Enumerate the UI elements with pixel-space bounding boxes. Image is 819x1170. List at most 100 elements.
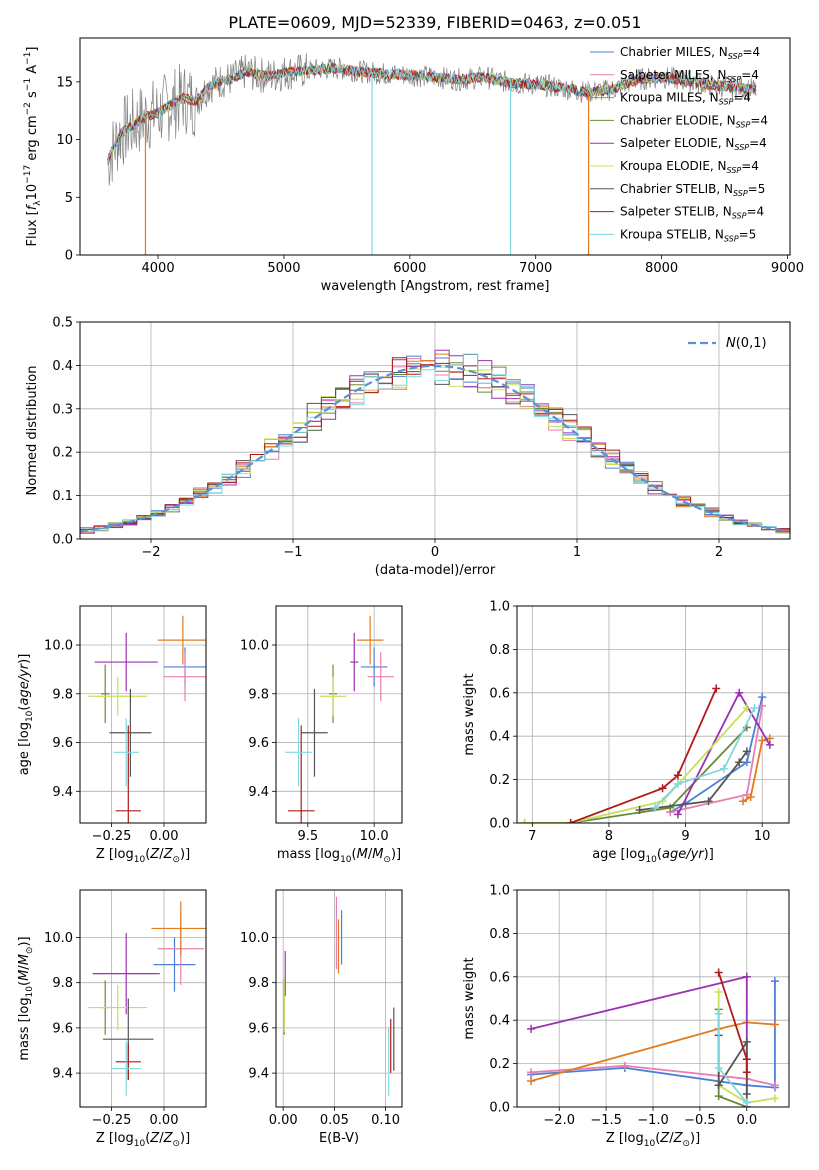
age-mass-ytick-label: 9.8 bbox=[248, 687, 269, 702]
weight-series-line bbox=[531, 1064, 776, 1087]
age-Z-xlabel: Z [log10(Z/Z⊙)] bbox=[96, 847, 190, 865]
legend-label: Chabrier STELIB, NSSP=5 bbox=[620, 182, 765, 198]
residuals-plot-area bbox=[80, 349, 790, 539]
weight-age-ytick-label: 0.2 bbox=[489, 773, 510, 788]
residuals-xtick-label: −2 bbox=[141, 545, 160, 560]
weight-series-line bbox=[530, 975, 748, 1107]
error-bar-point bbox=[115, 725, 141, 823]
legend-label: Salpeter ELODIE, NSSP=4 bbox=[620, 136, 767, 152]
mass-Z-ylabel: mass [log10(M/M⊙)] bbox=[17, 936, 35, 1060]
error-bar-point bbox=[88, 676, 148, 716]
age-mass-xtick-label: 9.5 bbox=[297, 829, 318, 844]
normal-reference-curve bbox=[80, 364, 788, 533]
weight-point-marker bbox=[746, 792, 755, 801]
age-Z-plot-area bbox=[88, 615, 206, 823]
weight-point-marker bbox=[770, 1094, 779, 1103]
spectrum-xtick-label: 7000 bbox=[519, 261, 552, 276]
age-mass-xlabel: mass [log10(M/M⊙)] bbox=[277, 847, 401, 865]
spectrum-legend: Chabrier MILES, NSSP=4 Salpeter MILES, NS… bbox=[590, 45, 768, 243]
weight-age-xtick-label: 7 bbox=[528, 829, 536, 844]
spectrum-ytick-label: 10 bbox=[56, 133, 73, 148]
error-bar-point bbox=[88, 984, 148, 1031]
mass-Z-xlabel: Z [log10(Z/Z⊙)] bbox=[96, 1131, 190, 1149]
weight-point-marker bbox=[650, 803, 659, 812]
residuals-xlabel: (data-model)/error bbox=[375, 563, 496, 578]
error-bar-point bbox=[157, 615, 206, 665]
residuals-xtick-label: 1 bbox=[573, 545, 581, 560]
weight-age-xlabel: age [log10(age/yr)] bbox=[592, 847, 714, 865]
weight-Z-xtick-label: −0.5 bbox=[684, 1113, 716, 1128]
weight-point-marker bbox=[742, 747, 751, 756]
weight-point-marker bbox=[739, 797, 748, 806]
legend-label: Salpeter STELIB, NSSP=4 bbox=[620, 205, 764, 221]
weight-Z-xtick-label: 0.0 bbox=[736, 1113, 757, 1128]
error-bar-point bbox=[164, 652, 206, 702]
weight-point-marker bbox=[750, 703, 759, 712]
weight-point-marker bbox=[714, 987, 723, 996]
mass-Z-ytick-label: 10.0 bbox=[44, 931, 73, 946]
weight-series-line bbox=[639, 750, 748, 811]
age-mass-ytick-label: 9.6 bbox=[248, 736, 269, 751]
error-bar-point bbox=[94, 632, 158, 692]
weight-Z-ytick-label: 0.4 bbox=[489, 1014, 510, 1029]
plots: 4000 5000 6000 7000 8000 9000051015wavelength… bbox=[17, 37, 804, 1149]
age-mass-panel: 9.5 10.0 9.4 9.6 9.8 10.0 mass [log10(M/M⊙)] bbox=[240, 605, 403, 865]
weight-point-marker bbox=[735, 758, 744, 767]
spectrum-xtick-label: 6000 bbox=[393, 261, 426, 276]
age-Z-ylabel: age [log10(age/yr)] bbox=[17, 654, 35, 776]
error-bar-point bbox=[319, 676, 347, 716]
weight-series-line bbox=[677, 690, 771, 815]
weight-age-plot-area bbox=[520, 684, 774, 823]
weight-Z-ytick-label: 0.0 bbox=[489, 1101, 510, 1116]
residuals-xtick-label: 0 bbox=[431, 545, 439, 560]
weight-series-line bbox=[654, 707, 756, 809]
weight-age-xtick-label: 9 bbox=[681, 829, 689, 844]
spectrum-xtick-label: 8000 bbox=[645, 261, 678, 276]
mass-Z-xtick-label: −0.25 bbox=[92, 1113, 132, 1128]
age-mass-ytick-label: 9.4 bbox=[248, 785, 269, 800]
weight-Z-panel: −2.0 −1.5 −1.0 −0.5 0.0 0.0 0.2 0.4 0.6 0.8 1.0 Z [… bbox=[462, 884, 790, 1149]
residuals-ytick-label: 0.4 bbox=[52, 359, 73, 374]
legend-label: Chabrier ELODIE, NSSP=4 bbox=[620, 113, 768, 129]
legend-label: Kroupa STELIB, NSSP=5 bbox=[620, 227, 756, 243]
legend-label: Kroupa MILES, NSSP=4 bbox=[620, 91, 751, 107]
weight-Z-xtick-label: −1.5 bbox=[590, 1113, 622, 1128]
residuals-ytick-label: 0.0 bbox=[52, 533, 73, 548]
spectrum-xlabel: wavelength [Angstrom, rest frame] bbox=[321, 279, 550, 294]
weight-point-marker bbox=[742, 1055, 751, 1064]
error-bar-point bbox=[101, 664, 110, 724]
weight-age-frame bbox=[516, 605, 790, 824]
spectrum-frame bbox=[79, 37, 791, 256]
weight-Z-ylabel: mass weight bbox=[462, 957, 477, 1039]
weight-point-marker bbox=[714, 1009, 723, 1018]
weight-point-marker bbox=[742, 1068, 751, 1077]
weight-Z-xtick-label: −1.0 bbox=[637, 1113, 669, 1128]
mass-Z-ytick-label: 9.4 bbox=[52, 1067, 73, 1082]
residual-histogram bbox=[80, 353, 790, 539]
weight-Z-ytick-label: 0.2 bbox=[489, 1057, 510, 1072]
weight-series-line bbox=[530, 1021, 775, 1082]
weight-point-marker bbox=[673, 771, 682, 780]
mass-Z-xtick-label: 0.00 bbox=[150, 1113, 179, 1128]
spectrum-plot-area bbox=[107, 53, 757, 255]
error-bar-point bbox=[356, 615, 384, 665]
mass-Z-plot-area bbox=[88, 901, 206, 1096]
residuals-ytick-label: 0.1 bbox=[52, 489, 73, 504]
age-Z-ytick-label: 9.6 bbox=[52, 736, 73, 751]
mass-EBV-panel: 0.00 0.05 0.10 9.4 9.6 9.8 10.0 E(B-V) bbox=[240, 889, 403, 1146]
weight-Z-frame bbox=[516, 889, 790, 1108]
error-bar-point bbox=[285, 718, 312, 787]
mass-EBV-ytick-label: 9.8 bbox=[248, 976, 269, 991]
weight-age-ytick-label: 0.0 bbox=[489, 817, 510, 832]
age-Z-xtick-label: −0.25 bbox=[92, 829, 132, 844]
weight-age-xtick-label: 10 bbox=[754, 829, 771, 844]
weight-point-marker bbox=[758, 693, 767, 702]
residuals-xtick-label: 2 bbox=[715, 545, 723, 560]
weight-point-marker bbox=[770, 977, 779, 986]
residuals-frame bbox=[79, 321, 791, 540]
spectrum-ytick-label: 5 bbox=[65, 191, 73, 206]
spectrum-panel: 4000 5000 6000 7000 8000 9000 0 5 10 15 wavelength… bbox=[23, 37, 804, 294]
weight-point-marker bbox=[742, 1089, 751, 1098]
mass-EBV-xtick-label: 0.00 bbox=[269, 1113, 298, 1128]
